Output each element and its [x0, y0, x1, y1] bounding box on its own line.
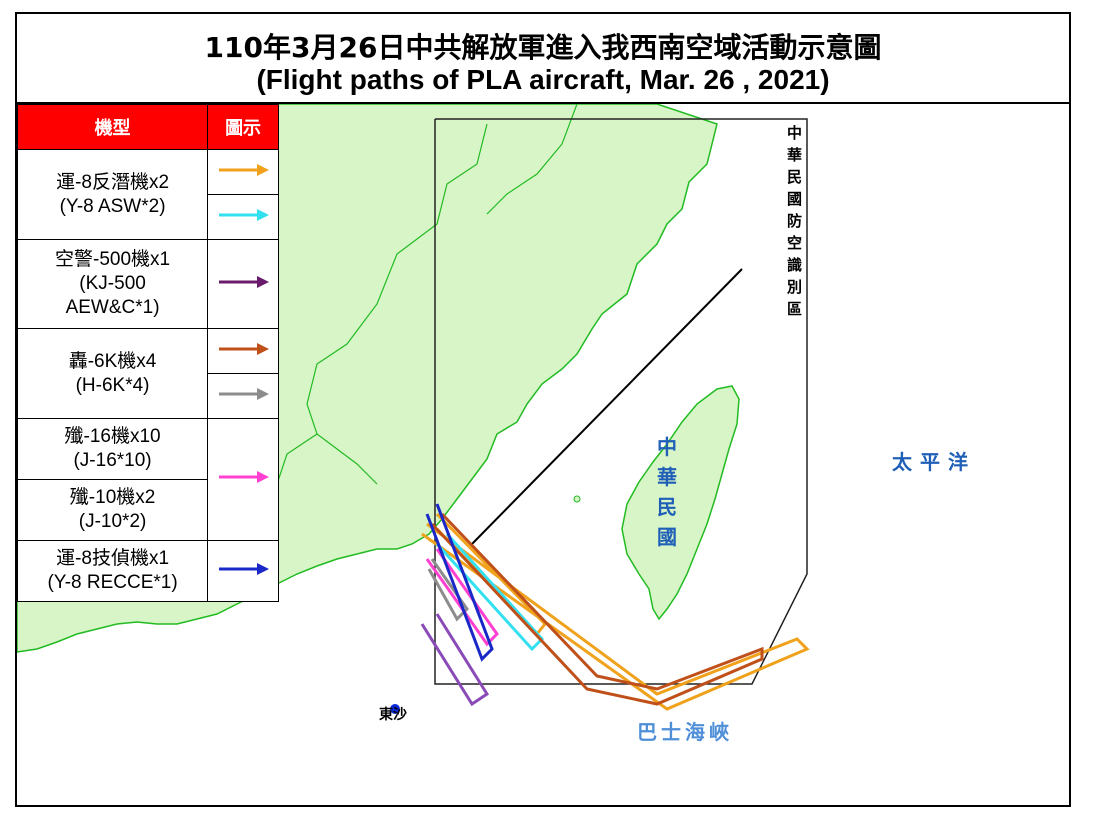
- flight-path-y8-recce-blue: [425, 503, 494, 662]
- title-box: 110年3月26日中共解放軍進入我西南空域活動示意圖 (Flight paths…: [17, 14, 1069, 104]
- legend-type-line: 殲-10機x2: [69, 487, 156, 508]
- legend-type-line: (KJ-500: [79, 273, 146, 294]
- bashi-label: 巴士海峽: [637, 720, 733, 744]
- legend-type-line: (J-10*2): [78, 511, 147, 532]
- flight-path-y8-asw-orange: [421, 522, 810, 711]
- flight-path-h6k-gray: [427, 558, 469, 622]
- legend-type-line: 殲-16機x10: [64, 426, 161, 447]
- legend-type-j10: 殲-10機x2 (J-10*2): [16, 479, 209, 541]
- legend-type-line: 轟-6K機x4: [68, 350, 157, 372]
- median-line: [471, 268, 743, 545]
- legend-type-line: (H-6K*4): [75, 374, 150, 396]
- legend-symbol-magenta: [207, 418, 279, 541]
- legend-type-line: AEW&C*1): [65, 297, 160, 318]
- legend-symbol-cyan: [207, 194, 279, 240]
- legend-type-y8-recce: 運-8技偵機x1 (Y-8 RECCE*1): [16, 540, 209, 602]
- legend-type-j16: 殲-16機x10 (J-16*10): [16, 418, 209, 480]
- province-border: [486, 104, 578, 215]
- flight-paths: [420, 503, 810, 711]
- title-english: (Flight paths of PLA aircraft, Mar. 26 ,…: [256, 64, 830, 95]
- legend-table: 機型 圖示 運-8反潛機x2 (Y-8 ASW*2) 空警-500機x1 (KJ…: [16, 104, 279, 602]
- flight-path-kj500-purple: [420, 613, 490, 707]
- adiz-label: 中華民國防空識別區: [787, 124, 803, 318]
- legend-header-symbol: 圖示: [207, 104, 279, 150]
- figure-frame: 110年3月26日中共解放軍進入我西南空域活動示意圖 (Flight paths…: [15, 12, 1071, 807]
- legend-symbol-gray: [207, 373, 279, 419]
- taiwan-island: [621, 385, 740, 621]
- legend-header-type: 機型: [16, 104, 209, 150]
- flight-path-y8-asw-cyan: [435, 532, 545, 652]
- province-border: [306, 123, 488, 485]
- legend-type-h6k: 轟-6K機x4 (H-6K*4): [16, 328, 209, 419]
- legend-type-line: 運-8反潛機x2: [56, 171, 170, 193]
- legend-symbol-purple: [207, 239, 279, 329]
- legend-type-line: (Y-8 RECCE*1): [47, 572, 178, 593]
- legend-symbol-brown: [207, 328, 279, 374]
- title-chinese: 110年3月26日中共解放軍進入我西南空域活動示意圖: [204, 31, 882, 64]
- legend-symbol-orange: [207, 149, 279, 195]
- penghu-island: [573, 495, 581, 503]
- pacific-label: 太平洋: [892, 450, 976, 474]
- legend-type-line: (J-16*10): [73, 450, 152, 471]
- dongsha-label: 東沙: [379, 707, 407, 723]
- legend-type-line: 運-8技偵機x1: [56, 548, 170, 569]
- flight-path-j16-magenta: [425, 548, 499, 647]
- legend-symbol-blue: [207, 540, 279, 602]
- flight-path-h6k-brown: [430, 512, 764, 706]
- legend-type-y8-asw: 運-8反潛機x2 (Y-8 ASW*2): [16, 149, 209, 240]
- dongsha-dot: [390, 704, 400, 714]
- legend-type-line: 空警-500機x1: [55, 249, 171, 270]
- legend-type-kj500: 空警-500機x1 (KJ-500 AEW&C*1): [16, 239, 209, 329]
- adiz-boundary: [434, 118, 808, 685]
- legend-type-line: (Y-8 ASW*2): [59, 195, 166, 217]
- taiwan-label: 中華民國: [657, 435, 677, 549]
